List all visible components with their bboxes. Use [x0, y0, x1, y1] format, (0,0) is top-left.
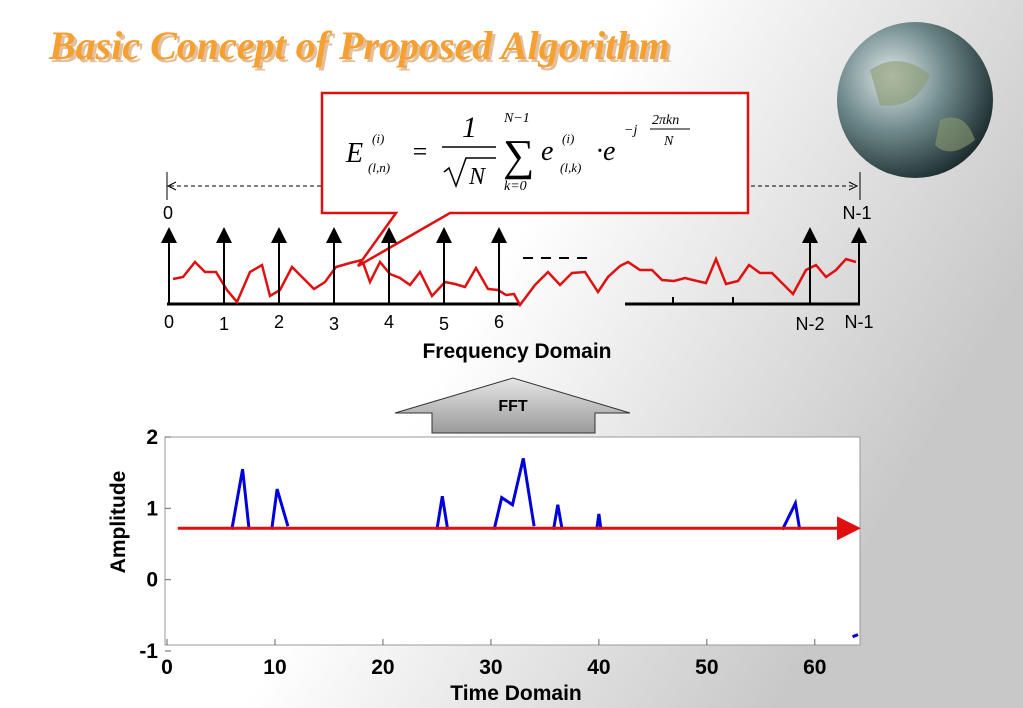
globe [837, 22, 993, 178]
range-end-label: N-1 [842, 203, 871, 223]
freq-bin-label: 0 [164, 312, 174, 332]
x-tick-label: 60 [803, 656, 826, 679]
formula-part: −j [624, 123, 637, 138]
freq-bin-label: N-2 [795, 314, 824, 334]
globe-land [870, 61, 975, 152]
freq-bin-label: 3 [329, 314, 339, 334]
y-tick-label: 1 [146, 497, 158, 520]
noisy-spectrum [172, 255, 857, 308]
formula-part: (i) [372, 131, 384, 146]
title-shadow: Basic Concept of Proposed Algorithm [51, 26, 673, 71]
frequency-diagram: 0 N-1 [163, 172, 872, 308]
y-tick-label: 0 [146, 569, 158, 592]
formula-part: ·e [596, 136, 615, 167]
y-tick-label: -1 [139, 640, 158, 663]
formula-part: ∑ [503, 131, 534, 180]
formula-part: E [345, 138, 363, 169]
formula-part: N−1 [503, 111, 530, 126]
freq-bin-label: 6 [494, 312, 504, 332]
formula-part: N [663, 134, 674, 149]
formula-part: 2πkn [652, 113, 679, 128]
range-arrows [166, 181, 859, 191]
formula-part: (i) [562, 131, 574, 146]
x-tick-label: 0 [161, 656, 173, 679]
x-tick-label: 20 [371, 656, 394, 679]
formula-part: = [411, 137, 429, 166]
x-axis-label: Time Domain [450, 682, 581, 705]
formula-part: (l,n) [368, 160, 390, 175]
frequency-label: Frequency Domain [422, 340, 611, 363]
freq-bin-label: N-1 [844, 312, 873, 332]
formula-part: e [541, 136, 553, 167]
freq-bin-label: 1 [219, 314, 229, 334]
y-axis-label: Amplitude [107, 471, 130, 574]
x-tick-label: 30 [479, 656, 502, 679]
root-sign [443, 157, 496, 189]
fft-label: FFT [498, 398, 528, 415]
freq-bin-label: 5 [439, 314, 449, 334]
line-series [230, 458, 859, 639]
formula-part: 1 [462, 111, 477, 144]
formula-part: N [468, 164, 487, 190]
formula-part: (l,k) [560, 160, 581, 175]
freq-bin-label: 2 [274, 312, 284, 332]
plot-area [164, 436, 861, 646]
formula: E (i) (l,n) = 1 N N−1 ∑ k=0 e (i) (l,k) … [345, 111, 690, 194]
range-start-label: 0 [163, 203, 173, 223]
freq-bin-label: 4 [384, 312, 394, 332]
y-tick-label: 2 [146, 426, 158, 449]
x-tick-label: 40 [587, 656, 610, 679]
fft-arrow [394, 377, 631, 434]
x-tick-label: 10 [263, 656, 286, 679]
callout [320, 91, 750, 268]
title: Basic Concept of Proposed Algorithm [48, 23, 670, 68]
formula-part: k=0 [504, 179, 527, 194]
x-tick-label: 50 [695, 656, 718, 679]
